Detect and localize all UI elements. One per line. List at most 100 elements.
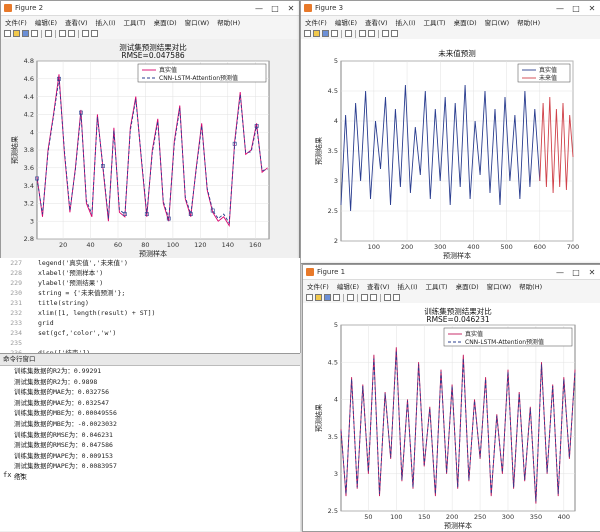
series-line-2: [36, 78, 268, 225]
minimize-button[interactable]: —: [556, 3, 564, 13]
menu-edit[interactable]: 编辑(E): [336, 283, 359, 291]
print-icon[interactable]: [333, 294, 340, 301]
y-tick-label: 3.5: [328, 147, 338, 155]
save-icon[interactable]: [22, 30, 29, 37]
open-icon[interactable]: [315, 294, 322, 301]
code-text[interactable]: title(string): [38, 299, 89, 307]
legend-icon[interactable]: [368, 30, 375, 37]
maximize-button[interactable]: □: [572, 3, 580, 13]
editor-line: 233 grid: [0, 318, 300, 328]
y-tick-label: 3: [334, 177, 338, 185]
menu-window[interactable]: 窗口(W): [484, 19, 510, 27]
figure-3-titlebar[interactable]: Figure 3 — □ ✕: [301, 1, 600, 16]
code-text[interactable]: set(gcf,'color','w'): [38, 329, 117, 337]
open-icon[interactable]: [13, 30, 20, 37]
line-number: 230: [10, 289, 22, 297]
maximize-button[interactable]: □: [572, 267, 580, 277]
close-button[interactable]: ✕: [588, 267, 596, 277]
colorbar-icon[interactable]: [361, 294, 368, 301]
editor-line: 235: [0, 338, 300, 348]
line-number: 233: [10, 319, 22, 327]
pointer-icon[interactable]: [382, 30, 389, 37]
command-window[interactable]: 命令行窗口 训练集数据的R2为：0.99291 测试集数据的R2为：0.9898…: [0, 353, 300, 531]
print-icon[interactable]: [331, 30, 338, 37]
maximize-button[interactable]: □: [271, 3, 279, 13]
menu-window[interactable]: 窗口(W): [486, 283, 512, 291]
menu-desktop[interactable]: 桌面(D): [455, 283, 479, 291]
menu-file[interactable]: 文件(F): [307, 283, 329, 291]
new-figure-icon[interactable]: [306, 294, 313, 301]
editor-line: 231 title(string): [0, 298, 300, 308]
minimize-button[interactable]: —: [556, 267, 564, 277]
property-editor-icon[interactable]: [393, 294, 400, 301]
save-icon[interactable]: [324, 294, 331, 301]
colorbar-icon[interactable]: [359, 30, 366, 37]
close-button[interactable]: ✕: [588, 3, 596, 13]
x-tick-label: 160: [249, 241, 261, 249]
legend-icon[interactable]: [68, 30, 75, 37]
figure-1-titlebar[interactable]: Figure 1 — □ ✕: [303, 265, 600, 280]
menu-insert[interactable]: 插入(I): [95, 19, 116, 27]
code-text[interactable]: legend('真实值','未来值'): [38, 259, 128, 267]
menu-view[interactable]: 查看(V): [65, 19, 88, 27]
matlab-icon: [306, 268, 314, 276]
menu-help[interactable]: 帮助(H): [217, 19, 241, 27]
legend-icon[interactable]: [370, 294, 377, 301]
menu-view[interactable]: 查看(V): [365, 19, 388, 27]
menu-help[interactable]: 帮助(H): [517, 19, 541, 27]
y-tick-label: 4.4: [24, 93, 34, 101]
code-text[interactable]: xlim([1, length(result) + ST]): [38, 309, 156, 317]
menu-insert[interactable]: 插入(I): [397, 283, 418, 291]
code-editor[interactable]: 227 legend('真实值','未来值') 228 xlabel('预测样本')…: [0, 258, 301, 357]
menu-tools[interactable]: 工具(T): [425, 283, 448, 291]
close-button[interactable]: ✕: [287, 3, 295, 13]
new-figure-icon[interactable]: [304, 30, 311, 37]
menu-window[interactable]: 窗口(W): [184, 19, 210, 27]
save-icon[interactable]: [322, 30, 329, 37]
data-point-marker: [100, 164, 105, 168]
legend-box: [443, 327, 573, 347]
menu-insert[interactable]: 插入(I): [395, 19, 416, 27]
menu-desktop[interactable]: 桌面(D): [453, 19, 477, 27]
x-axis-label: 预测样本: [139, 249, 167, 258]
menu-view[interactable]: 查看(V): [367, 283, 390, 291]
link-plot-icon[interactable]: [345, 30, 352, 37]
line-number: 232: [10, 309, 22, 317]
minimize-button[interactable]: —: [255, 3, 263, 13]
figure-3-title: Figure 3: [315, 4, 344, 12]
editor-line: 230 string = {'未来值预测'};: [0, 288, 300, 298]
colorbar-icon[interactable]: [59, 30, 66, 37]
code-text[interactable]: string = {'未来值预测'};: [38, 289, 126, 297]
code-text[interactable]: grid: [38, 319, 54, 327]
code-text[interactable]: ylabel('预测结果'): [38, 279, 104, 287]
pointer-icon[interactable]: [384, 294, 391, 301]
x-tick-label: 500: [500, 243, 512, 251]
figure-2-plot: 2.8 3 3.2 3.4 3.6 3.8 4 4.2 4.4 4.6 4.8 20 40 60 80 100…: [1, 39, 299, 259]
link-plot-icon[interactable]: [45, 30, 52, 37]
output-line: 训练集数据的R2为：0.99291: [14, 367, 102, 375]
x-tick-label: 200: [401, 243, 413, 251]
link-plot-icon[interactable]: [347, 294, 354, 301]
figure-2-titlebar[interactable]: Figure 2 — □ ✕: [1, 1, 299, 16]
menu-edit[interactable]: 编辑(E): [34, 19, 57, 27]
property-editor-icon[interactable]: [391, 30, 398, 37]
command-prompt[interactable]: fx >>: [3, 471, 25, 479]
editor-line: 227 legend('真实值','未来值'): [0, 258, 300, 268]
menu-tools[interactable]: 工具(T): [123, 19, 146, 27]
toolbar-separator: [343, 293, 344, 302]
property-editor-icon[interactable]: [91, 30, 98, 37]
menu-edit[interactable]: 编辑(E): [334, 19, 357, 27]
pointer-icon[interactable]: [82, 30, 89, 37]
editor-line: 232 xlim([1, length(result) + ST]): [0, 308, 300, 318]
menu-help[interactable]: 帮助(H): [519, 283, 543, 291]
y-tick-label: 3.6: [24, 164, 34, 172]
code-text[interactable]: xlabel('预测样本'): [38, 269, 104, 277]
menu-desktop[interactable]: 桌面(D): [153, 19, 177, 27]
new-figure-icon[interactable]: [4, 30, 11, 37]
print-icon[interactable]: [31, 30, 38, 37]
menu-tools[interactable]: 工具(T): [423, 19, 446, 27]
menu-file[interactable]: 文件(F): [5, 19, 27, 27]
open-icon[interactable]: [313, 30, 320, 37]
menu-file[interactable]: 文件(F): [305, 19, 327, 27]
y-tick-label: 4: [334, 396, 338, 404]
